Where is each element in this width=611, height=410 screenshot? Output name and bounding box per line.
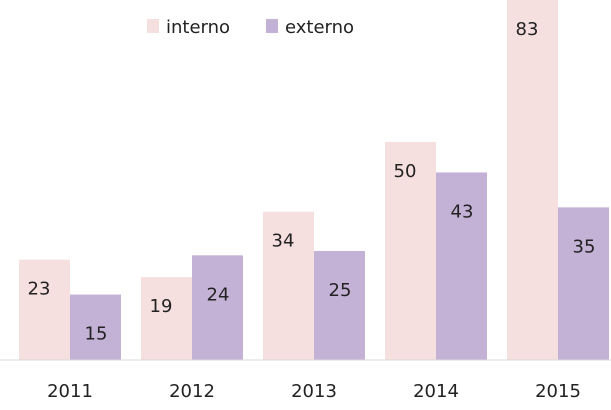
data-label: 25 xyxy=(329,280,352,301)
legend-label: externo xyxy=(285,17,354,38)
data-label: 43 xyxy=(451,201,474,222)
bar xyxy=(314,250,365,360)
legend-swatch xyxy=(147,19,159,33)
data-label: 50 xyxy=(394,161,417,182)
bar xyxy=(192,255,243,360)
bar xyxy=(19,259,70,360)
data-label: 19 xyxy=(150,296,173,317)
data-label: 15 xyxy=(85,324,108,345)
data-label: 83 xyxy=(516,19,539,40)
legend-swatch xyxy=(266,19,278,33)
x-tick-label: 2012 xyxy=(169,381,215,402)
bar xyxy=(141,277,192,360)
data-label: 24 xyxy=(207,284,230,305)
bar xyxy=(70,294,121,360)
data-label: 34 xyxy=(272,231,295,252)
bar xyxy=(263,211,314,360)
x-tick-label: 2015 xyxy=(535,381,581,402)
x-tick-label: 2013 xyxy=(291,381,337,402)
data-label: 35 xyxy=(573,236,596,257)
data-label: 23 xyxy=(28,279,51,300)
x-tick-label: 2011 xyxy=(47,381,93,402)
bar xyxy=(558,207,609,360)
bar xyxy=(507,0,558,360)
bar xyxy=(385,141,436,360)
x-tick-label: 2014 xyxy=(413,381,459,402)
bar xyxy=(436,172,487,360)
legend-label: interno xyxy=(166,17,230,38)
